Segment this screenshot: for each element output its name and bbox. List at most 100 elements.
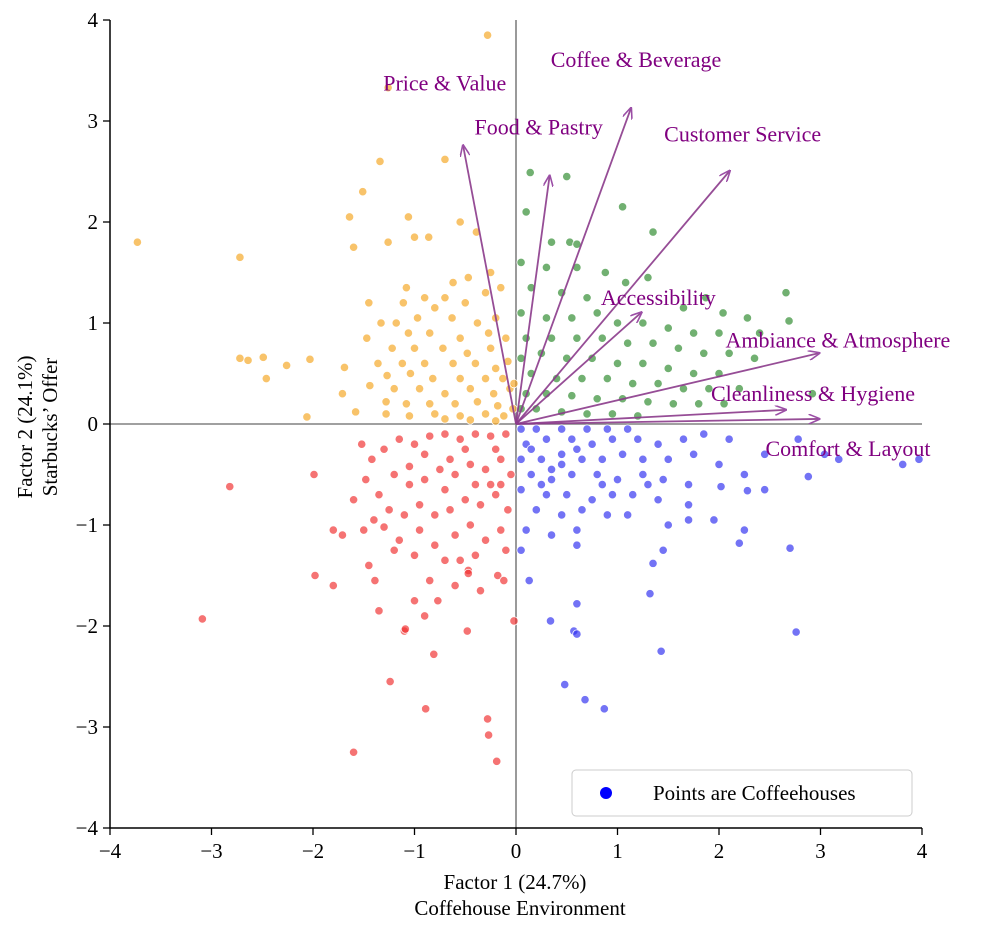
data-point	[235, 353, 245, 363]
data-point	[391, 318, 401, 328]
data-point	[541, 313, 552, 323]
data-point	[656, 646, 666, 656]
data-point	[370, 575, 380, 586]
points-layer	[132, 30, 924, 766]
data-point	[784, 316, 794, 326]
data-point	[472, 318, 483, 328]
data-point	[536, 454, 546, 464]
data-point	[450, 580, 460, 591]
data-point	[404, 461, 415, 472]
data-point	[503, 505, 513, 515]
data-point	[383, 83, 393, 93]
data-point	[623, 338, 633, 348]
data-point	[462, 348, 472, 358]
loading-label: Comfort & Layout	[765, 436, 930, 461]
data-point	[516, 545, 526, 555]
data-point	[734, 384, 744, 394]
data-point	[235, 252, 245, 262]
loading-arrows-layer	[463, 109, 818, 425]
data-point	[663, 520, 673, 530]
data-point	[403, 212, 414, 222]
data-point	[567, 469, 577, 480]
data-point	[430, 540, 440, 550]
data-point	[673, 343, 684, 353]
data-point	[470, 358, 480, 368]
data-point	[663, 323, 673, 333]
data-point	[420, 358, 430, 368]
data-point	[450, 530, 460, 540]
data-point	[375, 156, 385, 166]
data-point	[373, 358, 383, 368]
loading-label: Customer Service	[664, 122, 821, 147]
loading-label: Food & Pastry	[474, 115, 602, 140]
data-point	[506, 469, 516, 480]
data-point	[409, 343, 420, 353]
data-point	[394, 535, 404, 545]
data-point	[385, 676, 395, 687]
data-point	[379, 522, 389, 532]
data-point	[382, 370, 392, 381]
data-point	[742, 313, 753, 323]
data-point	[414, 525, 425, 535]
data-point	[633, 434, 643, 444]
data-point	[592, 394, 602, 404]
loading-label: Price & Value	[383, 70, 506, 95]
data-point	[572, 525, 582, 535]
data-point	[582, 409, 592, 419]
data-point	[261, 373, 271, 384]
data-point	[597, 479, 607, 490]
data-point	[638, 469, 648, 480]
data-point	[653, 439, 663, 449]
data-point	[428, 373, 438, 384]
loading-arrow	[515, 177, 549, 425]
data-point	[516, 257, 526, 267]
loading-arrow	[515, 313, 641, 425]
data-point	[718, 308, 728, 318]
data-point	[440, 555, 450, 565]
data-point	[399, 510, 409, 520]
data-point	[658, 545, 668, 555]
data-point	[310, 570, 320, 581]
data-point	[384, 505, 394, 515]
data-point	[521, 525, 531, 535]
y-tick-label: 4	[88, 8, 99, 32]
data-point	[389, 469, 399, 480]
data-point	[760, 449, 770, 459]
loading-label: Coffee & Beverage	[551, 47, 722, 72]
data-point	[450, 469, 460, 480]
data-point	[409, 550, 420, 560]
data-point	[337, 389, 348, 399]
x-tick-label: 4	[917, 839, 928, 863]
data-point	[577, 373, 587, 384]
data-point	[898, 459, 908, 469]
data-point	[587, 353, 597, 363]
data-point	[409, 232, 420, 242]
loading-label: Accessibility	[601, 285, 716, 310]
data-point	[483, 730, 494, 740]
loading-arrow	[515, 353, 818, 425]
data-point	[403, 328, 414, 338]
data-point	[734, 538, 744, 548]
data-point	[309, 469, 319, 480]
y-tick-label: 0	[88, 412, 99, 436]
data-point	[724, 348, 734, 358]
data-point	[678, 434, 689, 444]
data-point	[516, 308, 526, 318]
data-point	[225, 482, 235, 492]
data-point	[282, 360, 292, 371]
data-point	[305, 354, 315, 364]
data-point	[749, 353, 760, 363]
data-point	[572, 444, 582, 454]
data-point	[435, 464, 445, 475]
data-point	[383, 237, 393, 247]
data-point	[623, 510, 633, 520]
data-point	[689, 368, 699, 379]
data-point	[545, 616, 556, 626]
data-point	[496, 454, 506, 464]
data-point	[258, 352, 268, 362]
data-point	[496, 479, 506, 490]
data-point	[602, 373, 612, 384]
data-point	[663, 363, 673, 374]
loading-arrow	[515, 410, 785, 425]
